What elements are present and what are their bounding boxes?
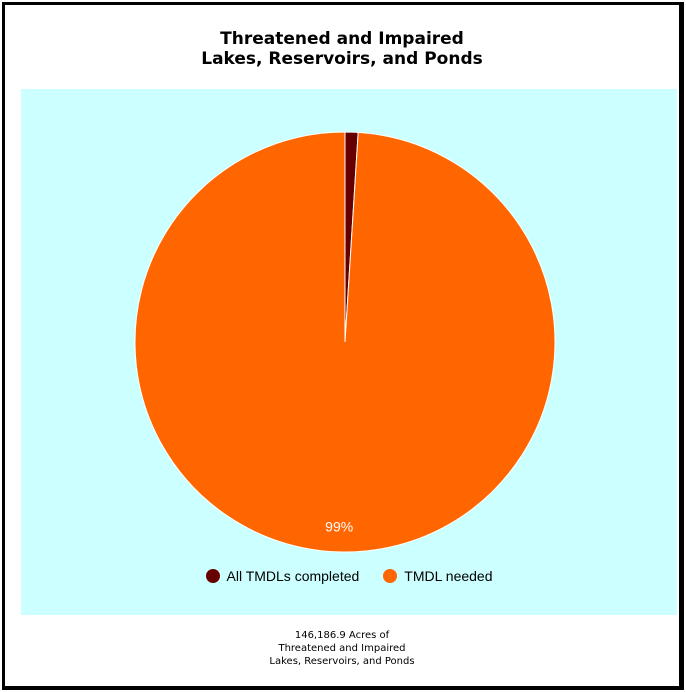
chart-title: Threatened and Impaired Lakes, Reservoir… (5, 29, 679, 69)
plot-area: 99% All TMDLs completed TMDL needed (21, 89, 677, 615)
legend: All TMDLs completed TMDL needed (21, 568, 677, 584)
pie-slice-tmdl-needed[interactable] (134, 131, 556, 553)
caption-line-3: Lakes, Reservoirs, and Ponds (269, 656, 415, 667)
pie-data-label: 99% (325, 519, 353, 535)
pie-chart: 99% (134, 131, 556, 553)
legend-item-all-tmdls-completed[interactable]: All TMDLs completed (205, 568, 360, 584)
caption-line-1: 146,186.9 Acres of (294, 630, 390, 641)
legend-label-all-tmdls-completed: All TMDLs completed (226, 568, 360, 584)
chart-caption: 146,186.9 Acres of Threatened and Impair… (5, 629, 679, 668)
legend-item-tmdl-needed[interactable]: TMDL needed (383, 568, 493, 584)
legend-label-tmdl-needed: TMDL needed (404, 568, 493, 584)
legend-swatch-all-tmdls-completed (205, 569, 220, 583)
chart-title-line-2: Lakes, Reservoirs, and Ponds (201, 49, 483, 69)
chart-title-line-1: Threatened and Impaired (220, 29, 464, 49)
caption-line-2: Threatened and Impaired (278, 643, 406, 654)
legend-swatch-tmdl-needed (383, 569, 398, 583)
